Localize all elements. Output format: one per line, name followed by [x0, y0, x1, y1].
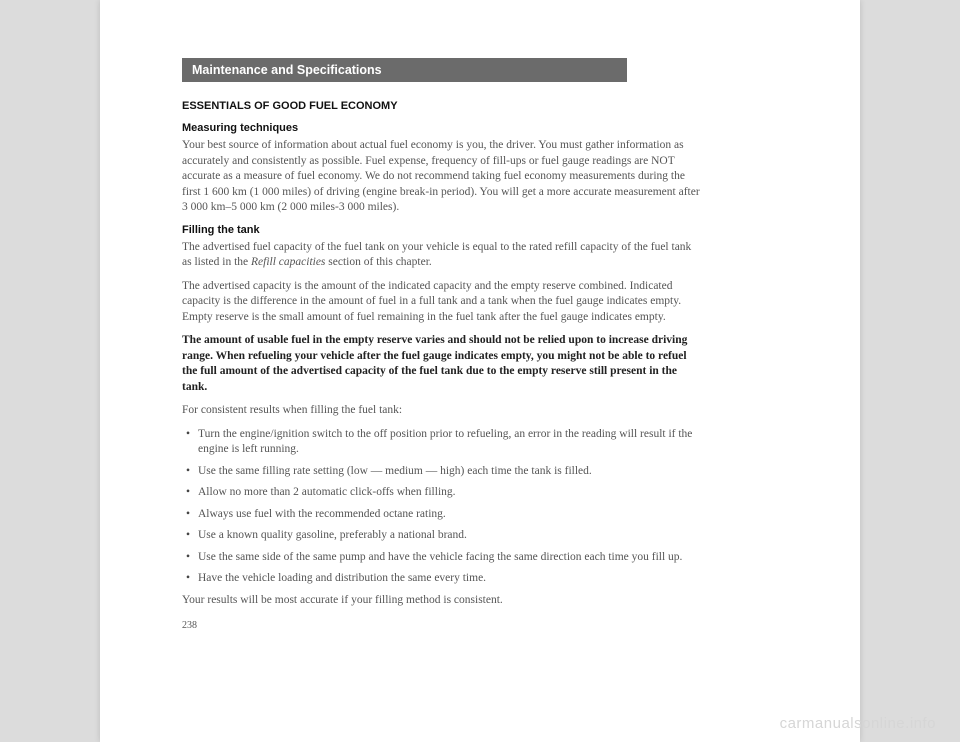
- list-item: Use the same filling rate setting (low —…: [182, 464, 700, 480]
- list-item: Use a known quality gasoline, preferably…: [182, 528, 700, 544]
- list-item: Have the vehicle loading and distributio…: [182, 571, 700, 587]
- subhead-measuring: Measuring techniques: [182, 122, 700, 134]
- paragraph: Your best source of information about ac…: [182, 138, 700, 216]
- paragraph: The advertised fuel capacity of the fuel…: [182, 240, 700, 271]
- manual-page: Maintenance and Specifications ESSENTIAL…: [100, 0, 860, 742]
- list-item: Always use fuel with the recommended oct…: [182, 507, 700, 523]
- paragraph: Your results will be most accurate if yo…: [182, 593, 700, 609]
- subhead-filling: Filling the tank: [182, 224, 700, 236]
- italic-text: Refill capacities: [251, 256, 325, 268]
- list-item: Turn the engine/ignition switch to the o…: [182, 427, 700, 458]
- watermark: carmanualsonline.info: [780, 715, 936, 732]
- page-number: 238: [182, 620, 700, 631]
- bold-paragraph: The amount of usable fuel in the empty r…: [182, 333, 700, 395]
- paragraph: The advertised capacity is the amount of…: [182, 279, 700, 326]
- list-item: Allow no more than 2 automatic click-off…: [182, 485, 700, 501]
- list-item: Use the same side of the same pump and h…: [182, 550, 700, 566]
- bullet-list: Turn the engine/ignition switch to the o…: [182, 427, 700, 587]
- section-header: Maintenance and Specifications: [182, 58, 627, 82]
- page-title: ESSENTIALS OF GOOD FUEL ECONOMY: [182, 100, 700, 112]
- paragraph: For consistent results when filling the …: [182, 403, 700, 419]
- text: section of this chapter.: [325, 256, 431, 268]
